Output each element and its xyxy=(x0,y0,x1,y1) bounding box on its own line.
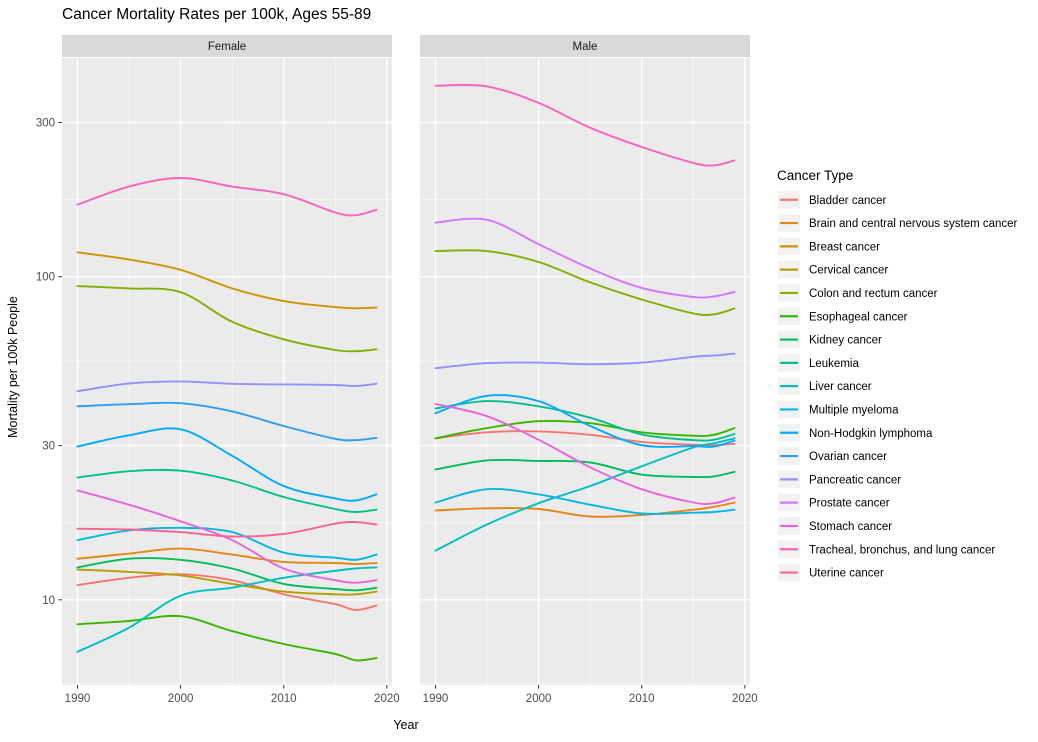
panel-background xyxy=(420,58,750,685)
facet-label: Female xyxy=(208,41,246,53)
gridlines-minor xyxy=(62,58,392,685)
series-line-esophageal-cancer xyxy=(434,419,736,440)
series-line-pancreatic-cancer xyxy=(434,352,736,370)
series-line-liver-cancer xyxy=(434,437,736,552)
series-line-brain-and-central-nervous-system-cancer xyxy=(76,547,378,566)
legend-entry-label: Brain and central nervous system cancer xyxy=(809,218,1018,230)
y-axis-title: Mortality per 100k People xyxy=(6,296,20,438)
series-line-esophageal-cancer xyxy=(76,614,378,662)
legend-entry-label: Breast cancer xyxy=(809,241,880,253)
chart-title: Cancer Mortality Rates per 100k, Ages 55… xyxy=(62,6,372,23)
x-axis-ticks: 1990 2000 2010 2020 xyxy=(423,685,758,705)
series-line-bladder-cancer xyxy=(76,573,378,611)
gridlines-major xyxy=(62,58,392,685)
legend-entry-label: Non-Hodgkin lymphoma xyxy=(809,428,933,440)
legend-entry: Cervical cancer xyxy=(778,260,888,279)
legend-entry-label: Liver cancer xyxy=(809,381,872,393)
legend-entry-label: Leukemia xyxy=(809,358,859,370)
x-tick-label: 2010 xyxy=(271,693,297,705)
x-tick-label: 2010 xyxy=(629,693,655,705)
legend-entry-label: Kidney cancer xyxy=(809,335,882,347)
y-tick-label: 300 xyxy=(36,117,55,129)
legend-entry: Colon and rectum cancer xyxy=(778,284,938,302)
legend-entry: Breast cancer xyxy=(778,237,880,256)
facet-strip xyxy=(62,35,392,57)
x-tick-label: 1990 xyxy=(423,693,449,705)
legend-title: Cancer Type xyxy=(777,168,854,183)
series-line-tracheal-bronchus-and-lung-cancer xyxy=(76,177,378,217)
legend-entry-label: Cervical cancer xyxy=(809,265,888,277)
y-tick-label: 30 xyxy=(42,441,55,453)
facet-panel-male: Male 1990 2000 2010 2020 xyxy=(420,35,758,705)
x-tick-label: 2000 xyxy=(168,693,194,705)
y-axis-ticks: 10 30 100 300 xyxy=(36,117,62,607)
legend-entry-label: Ovarian cancer xyxy=(809,451,887,463)
series-line-pancreatic-cancer xyxy=(76,380,378,393)
series-line-non-hodgkin-lymphoma xyxy=(434,394,736,448)
legend: Bladder cancer Brain and central nervous … xyxy=(778,191,1018,582)
legend-entry: Kidney cancer xyxy=(778,330,882,349)
x-axis-title: Year xyxy=(393,718,419,732)
series-line-kidney-cancer xyxy=(76,557,378,592)
legend-entry-label: Uterine cancer xyxy=(809,568,884,580)
x-tick-label: 2000 xyxy=(526,693,552,705)
legend-entry: Prostate cancer xyxy=(778,493,890,512)
legend-entry: Ovarian cancer xyxy=(778,447,887,465)
legend-entry-label: Bladder cancer xyxy=(809,195,887,207)
series-line-tracheal-bronchus-and-lung-cancer xyxy=(434,83,736,167)
x-tick-label: 2020 xyxy=(374,693,400,705)
y-tick-label: 100 xyxy=(36,272,55,284)
series-line-brain-and-central-nervous-system-cancer xyxy=(434,501,736,518)
facet-panel-female: Female 1990 2000 2010 2020 10 30 100 300 xyxy=(36,35,400,705)
series-line-leukemia xyxy=(434,400,736,442)
y-tick-label: 10 xyxy=(42,595,55,607)
panel-background xyxy=(62,58,392,685)
series-line-bladder-cancer xyxy=(434,430,736,447)
series-line-stomach-cancer xyxy=(434,402,736,505)
legend-entry: Esophageal cancer xyxy=(778,307,908,325)
legend-entry-label: Colon and rectum cancer xyxy=(809,288,938,300)
series-line-breast-cancer xyxy=(76,251,378,310)
legend-entry: Multiple myeloma xyxy=(778,400,899,419)
series-line-cervical-cancer xyxy=(76,568,378,596)
series-line-uterine-cancer xyxy=(76,521,378,538)
series-line-colon-and-rectum-cancer xyxy=(434,249,736,316)
legend-entry: Bladder cancer xyxy=(778,191,887,209)
series-line-leukemia xyxy=(76,468,378,513)
series-line-non-hodgkin-lymphoma xyxy=(76,427,378,502)
legend-entry: Stomach cancer xyxy=(778,517,892,535)
series-line-colon-and-rectum-cancer xyxy=(76,285,378,353)
legend-entry: Tracheal, bronchus, and lung cancer xyxy=(778,540,995,558)
series-lines xyxy=(76,177,378,662)
legend-entry-label: Tracheal, bronchus, and lung cancer xyxy=(809,544,995,556)
legend-entry: Brain and central nervous system cancer xyxy=(778,214,1018,232)
legend-entry-label: Prostate cancer xyxy=(809,498,890,510)
legend-entry-label: Pancreatic cancer xyxy=(809,474,901,486)
x-tick-label: 1990 xyxy=(65,693,91,705)
facet-strip xyxy=(420,35,750,57)
series-line-liver-cancer xyxy=(76,566,378,653)
series-line-kidney-cancer xyxy=(434,458,736,479)
series-line-multiple-myeloma xyxy=(434,487,736,515)
legend-entry: Non-Hodgkin lymphoma xyxy=(778,424,933,442)
legend-entry: Pancreatic cancer xyxy=(778,470,901,489)
series-line-ovarian-cancer xyxy=(76,401,378,442)
legend-entry-label: Stomach cancer xyxy=(809,521,892,533)
series-line-prostate-cancer xyxy=(434,217,736,299)
legend-entry: Liver cancer xyxy=(778,377,872,395)
x-axis-ticks: 1990 2000 2010 2020 xyxy=(65,685,400,705)
legend-entry-label: Esophageal cancer xyxy=(809,311,908,323)
legend-entry-label: Multiple myeloma xyxy=(809,404,899,416)
legend-entry: Leukemia xyxy=(778,354,859,372)
series-line-stomach-cancer xyxy=(76,489,378,584)
x-tick-label: 2020 xyxy=(732,693,758,705)
series-lines xyxy=(434,83,736,552)
facet-label: Male xyxy=(573,41,598,53)
legend-entry: Uterine cancer xyxy=(778,563,884,582)
